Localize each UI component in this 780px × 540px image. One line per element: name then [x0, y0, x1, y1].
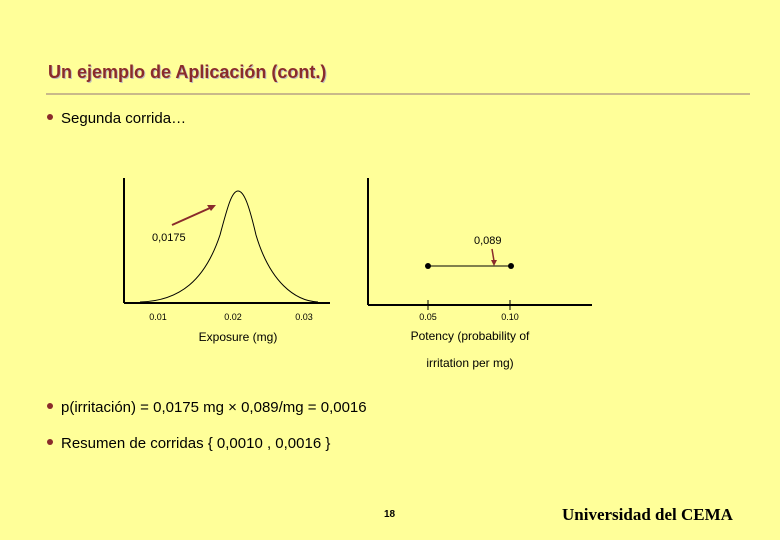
bullet-item: Segunda corrida… [47, 110, 186, 127]
potency-axis-label: Potency (probability of [411, 329, 530, 343]
exposure-chart: 0,0175 0.01 0.02 0.03 Exposure (mg) [123, 178, 330, 344]
exposure-axis-label: Exposure (mg) [199, 330, 278, 344]
title-divider [46, 93, 750, 95]
page-number: 18 [384, 509, 396, 520]
footer-brand: Universidad del CEMA [562, 505, 733, 524]
exposure-distribution-curve [139, 190, 319, 303]
potency-axis-label-continued: irritation per mg) [426, 356, 513, 370]
bullet-text: Segunda corrida… [61, 110, 187, 127]
annotation-potency-value: 0,089 [474, 235, 502, 247]
annotation-arrow-left [171, 207, 211, 226]
bullet-dot-icon [47, 439, 53, 446]
tick-label: 0.01 [149, 312, 167, 322]
arrowhead-left-icon [207, 205, 216, 211]
bullet-text: p(irritación) = 0,0175 mg × 0,089/mg = 0… [61, 399, 367, 416]
bullet-item: Resumen de corridas { 0,0010 , 0,0016 } [47, 435, 330, 452]
interval-endpoint-icon [425, 263, 431, 269]
bullet-dot-icon [47, 114, 53, 121]
tick-label: 0.02 [224, 312, 242, 322]
tick-label: 0.10 [501, 312, 519, 322]
arrowhead-right-icon [491, 260, 497, 266]
interval-endpoint-icon [508, 263, 514, 269]
slide-title: Un ejemplo de Aplicación (cont.) [48, 62, 327, 82]
bullet-item: p(irritación) = 0,0175 mg × 0,089/mg = 0… [47, 399, 367, 416]
bullet-dot-icon [47, 403, 53, 410]
bullet-text: Resumen de corridas { 0,0010 , 0,0016 } [61, 435, 331, 452]
potency-chart: 0,089 0.05 0.10 Potency (probability of … [367, 178, 592, 370]
annotation-exposure-value: 0,0175 [152, 232, 186, 244]
tick-label: 0.05 [419, 312, 437, 322]
tick-label: 0.03 [295, 312, 313, 322]
annotation-arrow-right [491, 248, 495, 262]
